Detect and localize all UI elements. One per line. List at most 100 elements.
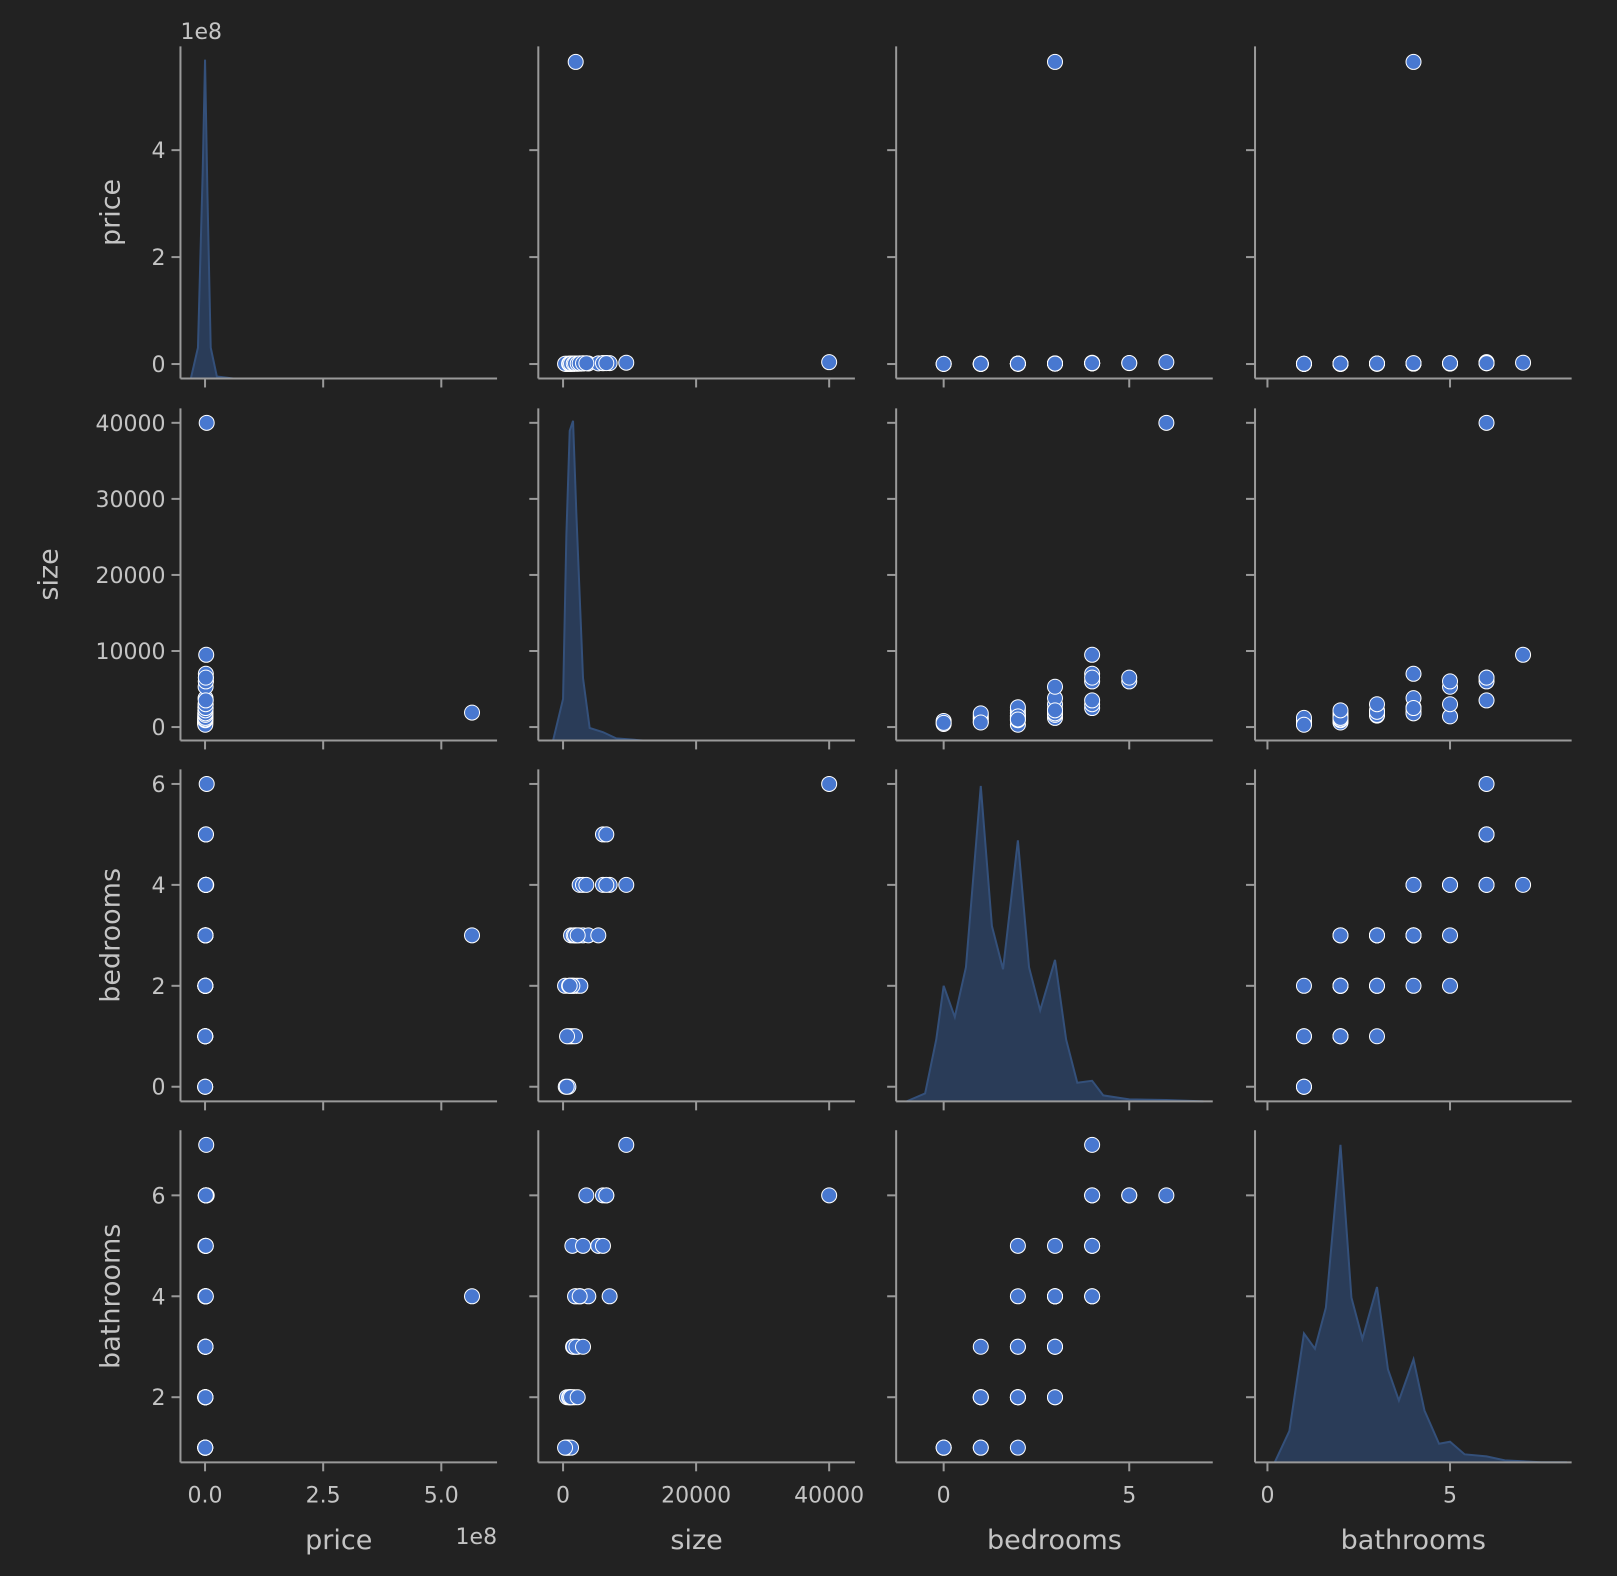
scatter-point (1084, 646, 1101, 663)
y-tick-label: 4 (151, 874, 165, 899)
scatter-point (1047, 1389, 1064, 1406)
scatter-point (590, 927, 607, 944)
scatter-point (1478, 414, 1495, 431)
scatter-point (821, 775, 838, 792)
x-tick-label: 5 (1122, 1483, 1136, 1508)
scatter-point (559, 1028, 576, 1045)
scatter-point (557, 1439, 574, 1456)
scatter-point (972, 1439, 989, 1456)
y-tick-label: 20000 (95, 564, 165, 589)
x-tick-label: 2.5 (306, 1483, 341, 1508)
scatter-point (598, 876, 615, 893)
scatter-point (197, 1187, 214, 1204)
scatter-point (935, 355, 952, 372)
kde-line (906, 785, 1204, 1103)
scatter-point (578, 355, 595, 372)
x-axis-label: bathrooms (1341, 1525, 1486, 1556)
y-tick-label: 2 (151, 975, 165, 1000)
scatter-point (1009, 1338, 1026, 1355)
scatter-point (972, 714, 989, 731)
scatter-point (1368, 1028, 1385, 1045)
scatter-point (561, 977, 578, 994)
kde-line (552, 420, 850, 742)
y-tick-label: 2 (151, 246, 165, 271)
scatter-point (1368, 696, 1385, 713)
scatter-point (1009, 355, 1026, 372)
scatter-point (1295, 716, 1312, 733)
y-tick-label: 4 (151, 139, 165, 164)
scatter-point (197, 669, 214, 686)
scatter-point (1084, 669, 1101, 686)
scatter-point (578, 1187, 595, 1204)
scatter-point (1478, 692, 1495, 709)
scatter-point (1442, 696, 1459, 713)
scatter-point (1009, 1439, 1026, 1456)
y-tick-label: 6 (151, 1184, 165, 1209)
scatter-point (1405, 355, 1422, 372)
scatter-point (1047, 1338, 1064, 1355)
scatter-point (1368, 355, 1385, 372)
y-tick-label: 0 (151, 1076, 165, 1101)
scatter-point (1084, 1237, 1101, 1254)
kde-area (1274, 1144, 1567, 1463)
scatter-point (1121, 669, 1138, 686)
scatter-point (1121, 355, 1138, 372)
y-tick-label: 4 (151, 1285, 165, 1310)
scatter-point (598, 1187, 615, 1204)
scatter-point (618, 1136, 635, 1153)
x-tick-label: 5.0 (424, 1483, 459, 1508)
scatter-point (1009, 1288, 1026, 1305)
y-tick-label: 2 (151, 1386, 165, 1411)
scatter-point (1009, 711, 1026, 728)
scatter-point (197, 927, 214, 944)
scatter-point (1442, 927, 1459, 944)
scatter-point (1009, 1389, 1026, 1406)
scatter-point (821, 354, 838, 371)
scatter-point (1332, 977, 1349, 994)
scatter-point (1047, 702, 1064, 719)
y-axis-label: price (95, 179, 126, 246)
scatter-point (569, 1389, 586, 1406)
kde-area (906, 785, 1204, 1102)
scatter-point (197, 1028, 214, 1045)
scatter-point (197, 692, 214, 709)
scatter-point (1478, 775, 1495, 792)
y-axis-label: bedrooms (95, 868, 126, 1003)
scatter-point (1405, 927, 1422, 944)
x-tick-label: 0 (556, 1483, 570, 1508)
scatter-point (197, 826, 214, 843)
scatter-point (578, 876, 595, 893)
scatter-point (1368, 927, 1385, 944)
scatter-point (1084, 355, 1101, 372)
scatter-point (1442, 355, 1459, 372)
scatter-point (567, 53, 584, 70)
scatter-point (1295, 1028, 1312, 1045)
scatter-point (1405, 53, 1422, 70)
scatter-point (972, 1389, 989, 1406)
x-axis-label: size (670, 1525, 722, 1556)
y-tick-label: 10000 (95, 640, 165, 665)
scatter-point (197, 1338, 214, 1355)
scatter-point (198, 646, 215, 663)
scatter-point (198, 1136, 215, 1153)
y-offset-label: 1e8 (180, 20, 222, 45)
scatter-point (1047, 678, 1064, 695)
x-tick-label: 20000 (661, 1483, 731, 1508)
scatter-point (1405, 665, 1422, 682)
scatter-point (1084, 1187, 1101, 1204)
y-axis-label: size (33, 548, 64, 600)
scatter-point (618, 354, 635, 371)
y-tick-label: 40000 (95, 412, 165, 437)
y-tick-label: 0 (151, 716, 165, 741)
scatter-point (1515, 876, 1532, 893)
y-tick-label: 30000 (95, 488, 165, 513)
scatter-point (594, 1237, 611, 1254)
scatter-point (1332, 1028, 1349, 1045)
scatter-point (1478, 826, 1495, 843)
y-axis-label: bathrooms (95, 1224, 126, 1369)
scatter-point (197, 876, 214, 893)
scatter-point (1084, 1136, 1101, 1153)
x-tick-label: 40000 (794, 1483, 864, 1508)
scatter-point (601, 1288, 618, 1305)
